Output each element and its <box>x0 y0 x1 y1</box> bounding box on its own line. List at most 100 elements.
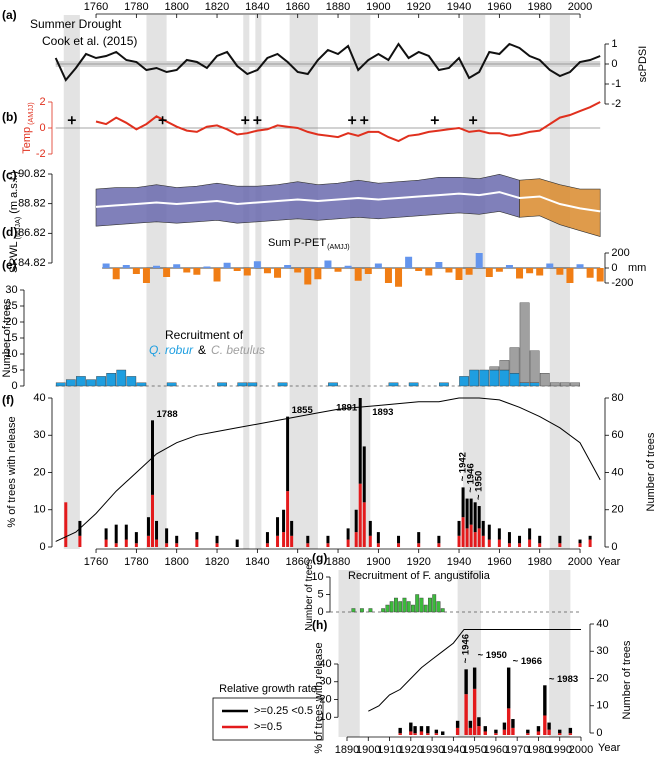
histogram-bar <box>499 360 510 371</box>
bar <box>445 268 453 273</box>
panel-label: (c) <box>2 168 17 182</box>
histogram-bar <box>406 601 411 613</box>
x-tick-label: 2000 <box>568 556 592 568</box>
bar <box>344 265 352 268</box>
histogram-bar <box>519 382 530 387</box>
x-tick-label: 1960 <box>487 1 511 13</box>
bar-segment <box>464 694 468 735</box>
histogram-bar <box>499 369 510 387</box>
bar-segment <box>417 532 421 544</box>
panel-label-part: (g) <box>312 551 327 565</box>
y-tick-label: 30 <box>596 645 608 657</box>
bar <box>395 268 403 287</box>
histogram-bar <box>381 608 386 613</box>
bar-segment <box>434 729 439 734</box>
y-tick-label: 25 <box>5 300 17 312</box>
bar-segment <box>409 722 413 732</box>
bar-segment <box>165 528 169 544</box>
y-tick-label: 0 <box>39 541 45 553</box>
histogram-bar <box>368 608 373 613</box>
annotation: 1893 <box>372 407 393 418</box>
y2-axis-title: Number of trees <box>621 640 633 719</box>
bar-segment <box>290 535 294 547</box>
bar <box>314 268 322 280</box>
bar-segment <box>457 535 461 547</box>
x-tick-label: 2000 <box>568 1 592 13</box>
histogram-bar <box>398 601 403 613</box>
bar-segment <box>473 532 477 547</box>
histogram-bar <box>328 382 338 387</box>
histogram-bar <box>388 382 399 387</box>
panel-label-part: (a) <box>2 8 17 22</box>
histogram-bar <box>411 604 415 613</box>
bar-segment <box>326 543 330 547</box>
bar-segment <box>465 528 469 547</box>
x-tick-label: 1880 <box>326 1 350 13</box>
bar-segment <box>346 528 350 540</box>
shaded-period <box>463 15 486 549</box>
histogram-bar <box>394 597 398 613</box>
y-tick-label: 0 <box>317 606 323 618</box>
bar-segment <box>64 502 68 547</box>
bar-segment <box>195 539 199 547</box>
bar-segment <box>578 543 582 547</box>
bar-segment <box>481 535 485 547</box>
count-line <box>368 629 581 712</box>
bar-segment <box>114 543 118 547</box>
y-tick-label: 40 <box>319 658 331 670</box>
histogram-bar <box>55 382 66 387</box>
bar-segment <box>175 543 179 547</box>
bar-segment <box>104 528 108 540</box>
bar-segment <box>413 726 417 734</box>
histogram-bar <box>76 376 86 387</box>
x-tick-label: 1920 <box>406 556 430 568</box>
y-axis-title-part: mm <box>628 262 646 274</box>
x-tick-label: 1820 <box>205 556 229 568</box>
annotation: ~ 1966 <box>513 656 542 667</box>
bar <box>435 262 443 268</box>
panel-label-part: (h) <box>312 618 327 632</box>
annotation: ~ 1983 <box>549 674 578 685</box>
x-tick-label: 1900 <box>366 1 390 13</box>
histogram-bar <box>237 382 248 387</box>
bar <box>203 266 211 268</box>
histogram-bar <box>415 594 420 613</box>
bar <box>536 268 544 276</box>
legend-entries-part: C. betulus <box>211 343 265 357</box>
histogram-bar <box>86 379 96 387</box>
y-tick-label: 40 <box>33 392 45 404</box>
bar <box>384 268 392 283</box>
x-axis-title-part: Year <box>598 556 621 568</box>
bar-segment <box>434 733 439 735</box>
bar-segment <box>78 535 82 547</box>
x-axis-title-part: Year <box>598 742 621 754</box>
x-tick-label: 1900 <box>356 744 380 756</box>
shaded-period <box>289 15 318 549</box>
bar <box>213 268 221 282</box>
panel-subtitle-part: Cook et al. (2015) <box>42 34 137 48</box>
bar-segment <box>426 733 430 735</box>
bar-segment <box>588 535 592 540</box>
y-axis-title-part: (AMJJ) <box>27 102 35 125</box>
y-axis-title: Temp (AMJJ) <box>21 102 35 154</box>
shaded-period <box>549 15 570 549</box>
y-tick-label: 15 <box>5 332 17 344</box>
histogram-bar <box>570 382 580 387</box>
bar-segment <box>538 543 542 547</box>
annotation: ~ 1946 <box>466 463 477 492</box>
panel-title: Recruitment of F. angustifolia <box>348 570 491 582</box>
bar-segment <box>469 524 473 547</box>
panel-subtitle: Cook et al. (2015) <box>42 34 137 48</box>
panel-label: (h) <box>312 618 327 632</box>
bar-segment <box>507 543 511 547</box>
bar-segment <box>502 722 507 730</box>
bar-segment <box>507 532 511 544</box>
bar-segment <box>547 729 551 735</box>
histogram-bar <box>116 369 127 387</box>
x-axis-title: Year <box>598 742 621 754</box>
histogram-bar <box>489 369 500 387</box>
bar-segment <box>457 520 461 536</box>
bar-segment <box>468 727 473 735</box>
bar-segment <box>155 539 159 547</box>
legend-title: Relative growth rate <box>219 683 317 695</box>
